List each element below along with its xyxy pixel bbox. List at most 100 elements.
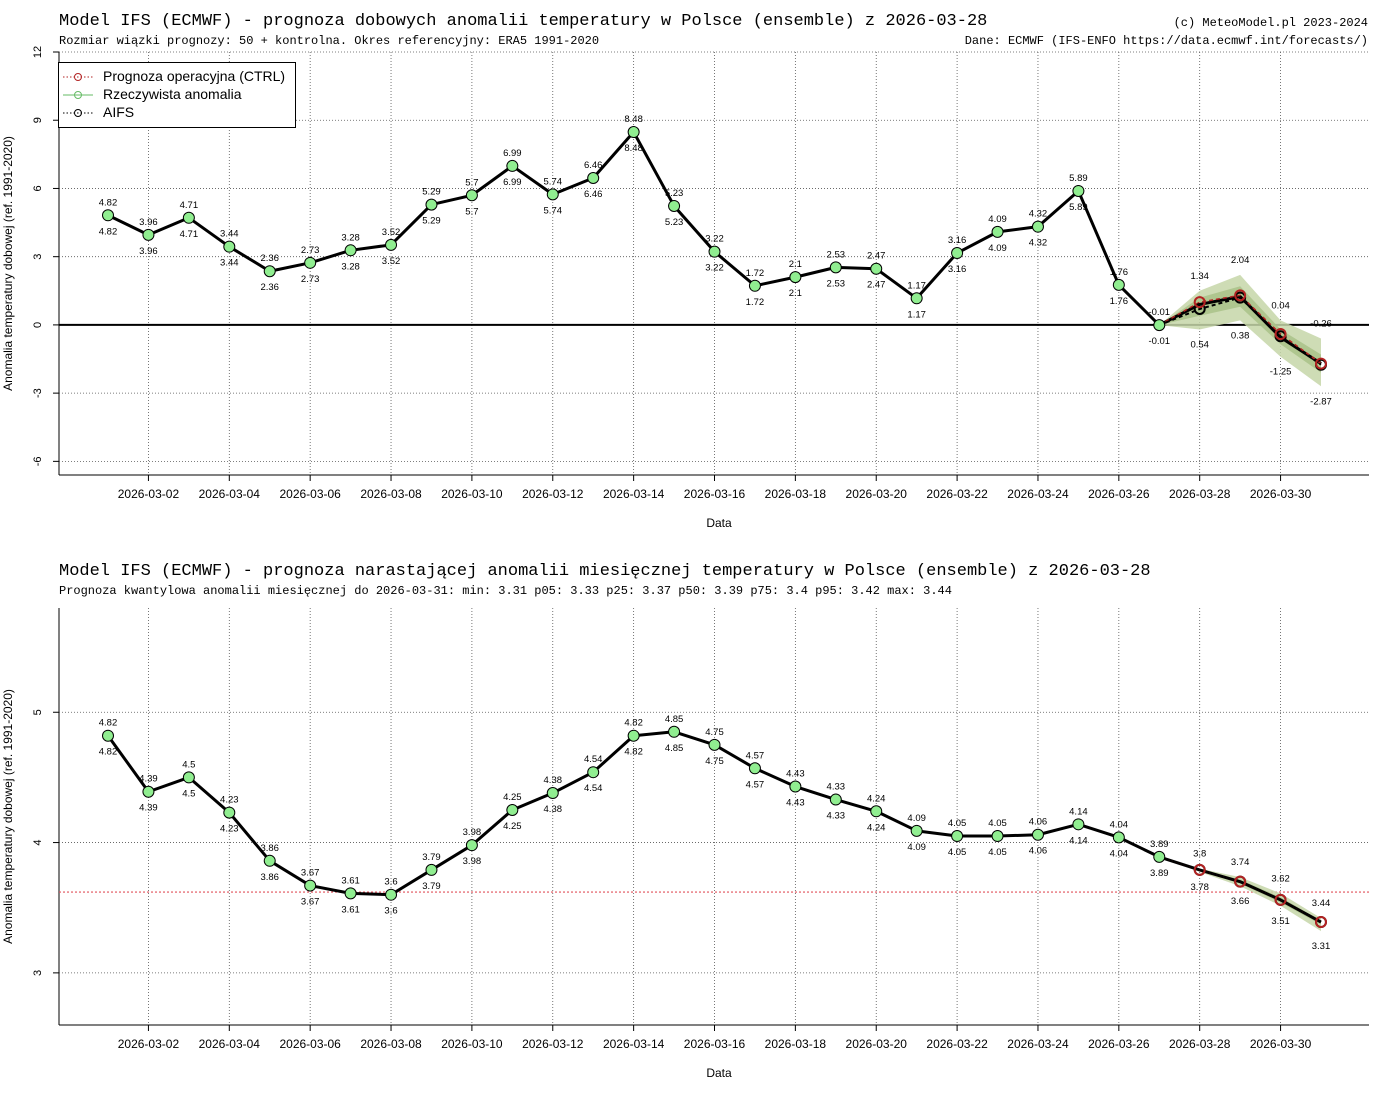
observed-label-below: 4.85 <box>665 743 684 754</box>
observed-label-below: 5.29 <box>422 216 441 227</box>
observed-label-above: 4.33 <box>827 782 846 793</box>
observed-label-above: 4.82 <box>99 197 118 208</box>
observed-point <box>385 238 398 251</box>
observed-point <box>546 787 559 800</box>
observed-point <box>344 244 357 257</box>
observed-label-below: 3.44 <box>220 258 239 269</box>
observed-label-below: 2.73 <box>301 274 320 285</box>
x-tick-label: 2026-03-18 <box>765 1037 827 1051</box>
observed-label-below: 4.5 <box>182 788 195 799</box>
observed-point <box>991 830 1004 843</box>
observed-label-above: 5.23 <box>665 188 684 199</box>
observed-label-above: 2.36 <box>260 253 279 264</box>
observed-label-above: 4.85 <box>665 714 684 725</box>
x-tick-label: 2026-03-30 <box>1250 1037 1312 1051</box>
observed-label-above: 4.23 <box>220 795 239 806</box>
x-tick-label: 2026-03-22 <box>926 1037 988 1051</box>
forecast-min-label: 0.38 <box>1231 330 1250 341</box>
observed-label-below: 3.98 <box>463 856 482 867</box>
observed-point <box>627 126 640 139</box>
observed-label-below: 4.05 <box>988 847 1007 858</box>
observed-label-above: 4.5 <box>182 759 195 770</box>
observed-label-above: 5.29 <box>422 187 441 198</box>
ctrl-point <box>1315 357 1327 370</box>
observed-label-above: 6.46 <box>584 160 603 171</box>
observed-point <box>344 887 357 900</box>
observed-label-above: 4.32 <box>1029 209 1048 220</box>
observed-point <box>1112 278 1125 291</box>
forecast-median-line <box>1158 294 1322 365</box>
observed-point <box>668 199 681 212</box>
observed-label-below: 6.46 <box>584 189 603 200</box>
aifs-point <box>1193 302 1206 315</box>
observed-label-below: 6.99 <box>503 177 522 188</box>
observed-point <box>506 803 519 816</box>
forecast-min-label: 0.54 <box>1190 339 1209 350</box>
observed-point <box>142 785 155 798</box>
observed-point <box>748 279 761 292</box>
observed-label-above: 3.16 <box>948 235 967 246</box>
x-axis-title: Data <box>706 1066 732 1080</box>
forecast-min-label: -1.25 <box>1270 367 1292 378</box>
forecast-aifs-line <box>1158 855 1322 923</box>
observed-point <box>465 839 478 852</box>
observed-point <box>102 209 114 222</box>
observed-label-below: 4.09 <box>988 243 1007 254</box>
y-tick-label: -6 <box>32 456 44 466</box>
observed-label-above: 4.05 <box>948 818 967 829</box>
x-tick-label: 2026-03-26 <box>1088 487 1150 501</box>
forecast-ctrl-line <box>1158 294 1322 365</box>
observed-label-below: 4.82 <box>624 747 643 758</box>
observed-point <box>587 171 600 184</box>
x-tick-label: 2026-03-14 <box>603 1037 665 1051</box>
legend-item-ctrl: Prognoza operacyjna (CTRL) <box>59 68 295 86</box>
observed-label-above: 1.76 <box>1110 267 1129 278</box>
observed-point <box>102 729 114 742</box>
x-tick-label: 2026-03-14 <box>603 487 665 501</box>
observed-label-above: 4.05 <box>988 818 1007 829</box>
observed-point <box>304 879 317 892</box>
observed-label-below: 3.52 <box>382 256 401 267</box>
x-axis-title: Data <box>706 516 732 530</box>
observed-point <box>829 793 842 806</box>
observed-point <box>506 159 519 172</box>
forecast-max-label: -0.26 <box>1310 319 1332 330</box>
observed-label-above: 3.89 <box>1150 839 1169 850</box>
legend-ctrl-symbol <box>63 73 93 81</box>
y-tick-label: 4 <box>32 840 44 846</box>
observed-label-below: 1.72 <box>746 297 765 308</box>
observed-point <box>910 292 923 305</box>
chart1-subtitle: Rozmiar wiązki prognozy: 50 + kontrolna.… <box>59 34 600 48</box>
x-tick-label: 2026-03-16 <box>684 487 746 501</box>
observed-point <box>263 854 276 867</box>
x-tick-label: 2026-03-18 <box>765 487 827 501</box>
observed-label-above: 1.72 <box>746 268 765 279</box>
observed-label-below: 4.43 <box>786 798 805 809</box>
observed-label-below: 3.16 <box>948 264 967 275</box>
x-tick-label: 2026-03-06 <box>279 487 341 501</box>
observed-label-above: 3.22 <box>705 234 724 245</box>
observed-label-above: 2.1 <box>789 259 802 270</box>
observed-label-below: 4.75 <box>705 756 724 767</box>
y-tick-label: 5 <box>32 709 44 715</box>
observed-label-above: 4.14 <box>1069 806 1088 817</box>
x-tick-label: 2026-03-04 <box>199 1037 261 1051</box>
forecast-aifs-line <box>1158 296 1322 366</box>
ctrl-point <box>1234 289 1247 302</box>
chart2-subtitle: Prognoza kwantylowa anomalii miesięcznej… <box>59 584 952 598</box>
chart1-legend: Prognoza operacyjna (CTRL) Rzeczywista a… <box>58 62 296 128</box>
observed-point <box>1031 220 1044 233</box>
observed-point <box>182 771 195 784</box>
y-tick-label: 12 <box>32 46 44 58</box>
observed-label-above: 4.54 <box>584 754 603 765</box>
observed-point <box>1031 828 1044 841</box>
legend-aifs-symbol <box>63 109 93 117</box>
observed-label-below: 2.53 <box>827 278 846 289</box>
observed-point <box>425 198 438 211</box>
x-tick-label: 2026-03-10 <box>441 1037 503 1051</box>
observed-point <box>789 780 802 793</box>
observed-label-below: 3.86 <box>260 872 279 883</box>
ctrl-point <box>1193 863 1206 876</box>
y-axis-title: Anomalia temperatury dobowej (ref. 1991-… <box>1 136 15 391</box>
observed-label-above: 3.61 <box>341 875 360 886</box>
